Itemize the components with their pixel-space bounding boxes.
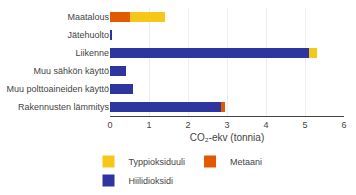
svg-text:Metaani: Metaani bbox=[230, 157, 262, 167]
svg-text:Typpioksiduuli: Typpioksiduuli bbox=[129, 157, 186, 167]
svg-text:Muu sähkön käyttö: Muu sähkön käyttö bbox=[33, 66, 109, 76]
svg-text:5: 5 bbox=[302, 120, 307, 130]
svg-text:2: 2 bbox=[185, 120, 190, 130]
svg-text:Liikenne: Liikenne bbox=[75, 48, 109, 58]
svg-text:1: 1 bbox=[146, 120, 151, 130]
svg-text:CO₂-ekv (tonnia): CO₂-ekv (tonnia) bbox=[190, 132, 264, 143]
svg-text:4: 4 bbox=[263, 120, 268, 130]
svg-text:3: 3 bbox=[224, 120, 229, 130]
svg-text:Hiilidioksidi: Hiilidioksidi bbox=[129, 176, 174, 186]
svg-text:Rakennusten lämmitys: Rakennusten lämmitys bbox=[18, 102, 110, 112]
svg-text:Jätehuolto: Jätehuolto bbox=[67, 30, 109, 40]
svg-text:0: 0 bbox=[107, 120, 112, 130]
svg-text:6: 6 bbox=[341, 120, 346, 130]
svg-text:Muu polttoaineiden käyttö: Muu polttoaineiden käyttö bbox=[6, 84, 109, 94]
svg-text:Maatalous: Maatalous bbox=[67, 12, 109, 22]
